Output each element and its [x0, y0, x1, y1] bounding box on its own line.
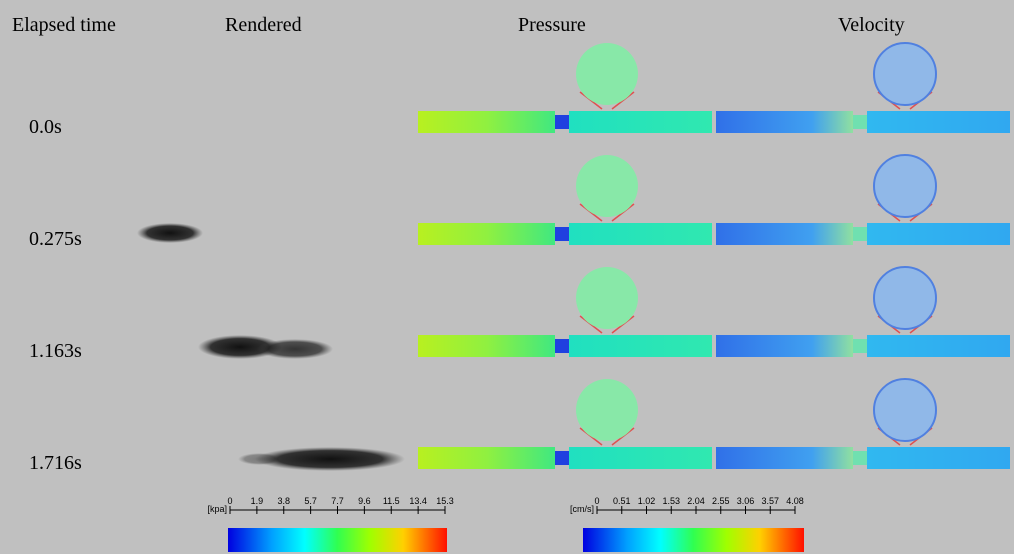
- pipe-throat: [853, 339, 867, 353]
- elapsed-time: 0.275s: [29, 228, 82, 250]
- pipe-inlet: [716, 111, 853, 133]
- pipe-inlet: [418, 335, 555, 357]
- colorbar-tick-label: 1.9: [251, 496, 264, 506]
- pipe-inlet: [716, 223, 853, 245]
- particle-ball: [576, 267, 638, 329]
- colorbar-unit: [cm/s]: [570, 504, 594, 514]
- colorbar-tick-label: 15.3: [436, 496, 454, 506]
- colorbar-tick-label: 0: [227, 496, 232, 506]
- colorbar-tick-label: 7.7: [331, 496, 344, 506]
- column-header: Rendered: [225, 14, 302, 36]
- pipe-outlet: [569, 111, 712, 133]
- colorbar-tick-label: 3.06: [737, 496, 755, 506]
- elapsed-time: 1.716s: [29, 452, 82, 474]
- pipe-throat: [853, 451, 867, 465]
- pipe-outlet: [569, 335, 712, 357]
- elapsed-time: 0.0s: [29, 116, 62, 138]
- colorbar-tick-label: 4.08: [786, 496, 804, 506]
- colorbar-tick-label: 13.4: [409, 496, 427, 506]
- colorbar-tick-label: 3.57: [761, 496, 779, 506]
- pipe-inlet: [418, 111, 555, 133]
- colorbar-tick-label: 0: [594, 496, 599, 506]
- pipe-throat: [555, 227, 569, 241]
- pipe-inlet: [418, 447, 555, 469]
- pipe-throat: [555, 451, 569, 465]
- colorbar: [228, 528, 447, 552]
- colorbar-tick-label: 0.51: [613, 496, 631, 506]
- colorbar-tick-label: 2.55: [712, 496, 730, 506]
- particle-ball: [576, 43, 638, 105]
- colorbar-tick-label: 5.7: [304, 496, 317, 506]
- particle-ball: [873, 266, 937, 330]
- rendered-smoke: [257, 339, 333, 359]
- colorbar-tick-label: 1.02: [638, 496, 656, 506]
- column-header: Elapsed time: [12, 14, 116, 36]
- elapsed-time: 1.163s: [29, 340, 82, 362]
- pipe-outlet: [569, 223, 712, 245]
- rendered-smoke: [238, 453, 282, 465]
- column-header: Velocity: [838, 14, 905, 36]
- particle-ball: [873, 154, 937, 218]
- colorbar-tick-label: 1.53: [662, 496, 680, 506]
- rendered-smoke: [137, 223, 203, 243]
- colorbar-tick-label: 2.04: [687, 496, 705, 506]
- colorbar: [583, 528, 804, 552]
- rendered-smoke: [255, 447, 405, 471]
- colorbar-unit: [kpa]: [207, 504, 227, 514]
- pipe-throat: [555, 339, 569, 353]
- colorbar-tick-label: 9.6: [358, 496, 371, 506]
- particle-ball: [873, 42, 937, 106]
- particle-ball: [576, 379, 638, 441]
- column-header: Pressure: [518, 14, 586, 36]
- pipe-outlet: [867, 223, 1010, 245]
- pipe-outlet: [569, 447, 712, 469]
- colorbar-tick-label: 11.5: [383, 496, 400, 506]
- pipe-outlet: [867, 335, 1010, 357]
- particle-ball: [576, 155, 638, 217]
- pipe-throat: [853, 227, 867, 241]
- pipe-inlet: [716, 447, 853, 469]
- pipe-inlet: [716, 335, 853, 357]
- pipe-throat: [555, 115, 569, 129]
- pipe-throat: [853, 115, 867, 129]
- particle-ball: [873, 378, 937, 442]
- pipe-outlet: [867, 447, 1010, 469]
- colorbar-tick-label: 3.8: [277, 496, 290, 506]
- pipe-inlet: [418, 223, 555, 245]
- pipe-outlet: [867, 111, 1010, 133]
